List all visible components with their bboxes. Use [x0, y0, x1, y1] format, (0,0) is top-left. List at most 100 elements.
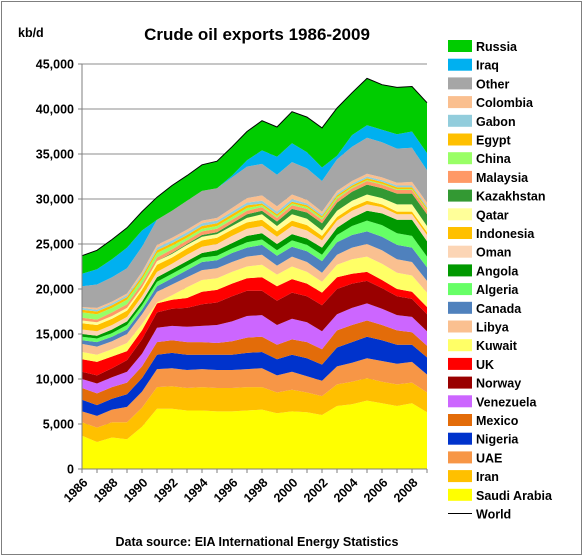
area-qatar [82, 194, 427, 325]
y-tick-label: 45,000 [36, 58, 74, 72]
legend-label-malaysia: Malaysia [476, 171, 529, 185]
legend-label-qatar: Qatar [476, 208, 509, 222]
area-kuwait [82, 256, 427, 362]
area-iraq [82, 125, 427, 287]
legend-label-other: Other [476, 77, 509, 91]
legend-label-kazakhstan: Kazakhstan [476, 190, 545, 204]
data-source-note: Data source: EIA International Energy St… [116, 535, 399, 549]
legend-swatch-other [448, 77, 472, 90]
legend-swatch-norway [448, 376, 472, 389]
area-angola [82, 210, 427, 339]
area-indonesia [82, 200, 427, 332]
y-tick-label: 35,000 [36, 148, 74, 162]
legend-swatch-uk [448, 357, 472, 370]
legend-label-uk: UK [476, 358, 494, 372]
area-colombia [82, 173, 427, 310]
x-tick-label: 2008 [391, 476, 421, 506]
legend-swatch-qatar [448, 208, 472, 221]
legend-label-world: World [476, 508, 511, 522]
legend-label-libya: Libya [476, 321, 510, 335]
legend-swatch-egypt [448, 133, 472, 146]
area-norway [82, 280, 427, 384]
area-libya [82, 244, 427, 355]
legend-label-colombia: Colombia [476, 96, 534, 110]
legend-label-saudi-arabia: Saudi Arabia [476, 489, 553, 503]
legend-swatch-china [448, 152, 472, 165]
legend-swatch-kuwait [448, 339, 472, 352]
legend-swatch-angola [448, 264, 472, 277]
area-gabon [82, 176, 427, 312]
x-tick-label: 1986 [61, 476, 91, 506]
y-tick-label: 30,000 [36, 193, 74, 207]
x-tick-label: 1988 [91, 476, 121, 506]
x-tick-label: 2004 [331, 476, 361, 506]
legend-label-iraq: Iraq [476, 59, 499, 73]
area-iran [82, 378, 427, 442]
plot-area [81, 63, 428, 470]
y-axis-unit-label: kb/d [18, 26, 44, 40]
area-algeria [82, 220, 427, 343]
x-tick-label: 2002 [301, 476, 331, 506]
legend-swatch-algeria [448, 283, 472, 296]
legend-swatch-iran [448, 470, 472, 483]
area-canada [82, 231, 427, 347]
legend-label-iran: Iran [476, 470, 499, 484]
area-uk [82, 271, 427, 376]
legend-swatch-colombia [448, 96, 472, 109]
area-uae [82, 358, 427, 428]
area-saudi-arabia [82, 400, 427, 469]
x-tick-label: 2006 [361, 476, 391, 506]
legend-label-egypt: Egypt [476, 134, 512, 148]
y-tick-label: 20,000 [36, 283, 74, 297]
y-tick-label: 40,000 [36, 103, 74, 117]
legend-swatch-russia [448, 40, 472, 52]
legend-label-china: China [476, 152, 512, 166]
x-tick-label: 1992 [151, 476, 181, 506]
y-tick-label: 15,000 [36, 328, 74, 342]
y-tick-label: 25,000 [36, 238, 74, 252]
legend-swatch-gabon [448, 114, 472, 127]
legend-swatch-libya [448, 320, 472, 333]
area-oman [82, 204, 427, 336]
area-russia [82, 78, 427, 274]
legend-swatch-iraq [448, 58, 472, 71]
area-kazakhstan [82, 184, 427, 323]
area-china [82, 180, 427, 320]
x-tick-label: 1996 [211, 476, 241, 506]
area-malaysia [82, 181, 427, 323]
legend-label-angola: Angola [476, 264, 519, 278]
legend-label-kuwait: Kuwait [476, 339, 518, 353]
legend-label-oman: Oman [476, 246, 511, 260]
legend-label-gabon: Gabon [476, 115, 516, 129]
legend-label-nigeria: Nigeria [476, 433, 519, 447]
legend-label-indonesia: Indonesia [476, 227, 535, 241]
legend-swatch-oman [448, 245, 472, 258]
legend-swatch-indonesia [448, 227, 472, 239]
x-tick-label: 1990 [121, 476, 151, 506]
x-tick-label: 1994 [181, 476, 211, 506]
chart-title: Crude oil exports 1986-2009 [144, 25, 370, 44]
x-tick-label: 1998 [241, 476, 271, 506]
y-tick-label: 0 [67, 463, 74, 477]
legend-swatch-canada [448, 301, 472, 314]
legend-label-canada: Canada [476, 302, 522, 316]
legend-swatch-kazakhstan [448, 189, 472, 202]
y-tick-label: 5,000 [43, 418, 74, 432]
legend-swatch-mexico [448, 414, 472, 426]
legend-swatch-saudi-arabia [448, 488, 472, 501]
area-nigeria [82, 336, 427, 416]
legend-label-norway: Norway [476, 377, 521, 391]
legend-swatch-uae [448, 451, 472, 464]
area-venezuela [82, 303, 427, 394]
area-egypt [82, 178, 427, 315]
legend-swatch-nigeria [448, 432, 472, 445]
legend-label-venezuela: Venezuela [476, 395, 537, 409]
area-other [82, 137, 427, 308]
area-mexico [82, 320, 427, 406]
y-tick-label: 10,000 [36, 373, 74, 387]
legend-swatch-malaysia [448, 170, 472, 183]
legend-label-algeria: Algeria [476, 283, 519, 297]
world-total-line [81, 77, 428, 257]
legend-label-russia: Russia [476, 40, 518, 54]
